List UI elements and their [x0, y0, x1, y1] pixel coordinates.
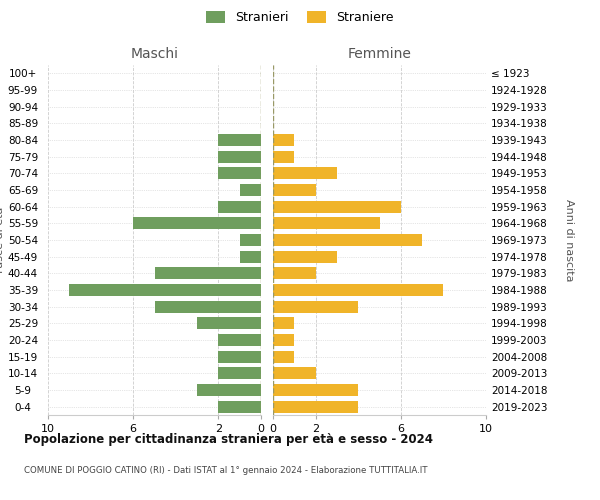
Title: Femmine: Femmine: [347, 47, 412, 61]
Bar: [273, 218, 380, 230]
Legend: Stranieri, Straniere: Stranieri, Straniere: [202, 6, 398, 29]
Text: COMUNE DI POGGIO CATINO (RI) - Dati ISTAT al 1° gennaio 2024 - Elaborazione TUTT: COMUNE DI POGGIO CATINO (RI) - Dati ISTA…: [24, 466, 427, 475]
Bar: [197, 384, 261, 396]
Bar: [197, 318, 261, 330]
Bar: [218, 134, 261, 146]
Bar: [273, 318, 295, 330]
Text: Popolazione per cittadinanza straniera per età e sesso - 2024: Popolazione per cittadinanza straniera p…: [24, 432, 433, 446]
Bar: [218, 334, 261, 346]
Bar: [240, 184, 261, 196]
Bar: [273, 268, 316, 280]
Bar: [273, 150, 295, 162]
Bar: [218, 350, 261, 362]
Bar: [69, 284, 261, 296]
Bar: [155, 300, 261, 312]
Bar: [273, 400, 358, 412]
Bar: [218, 150, 261, 162]
Bar: [218, 200, 261, 212]
Bar: [273, 134, 295, 146]
Y-axis label: Anni di nascita: Anni di nascita: [564, 198, 574, 281]
Bar: [273, 334, 295, 346]
Bar: [273, 234, 422, 246]
Bar: [218, 168, 261, 179]
Bar: [273, 368, 316, 380]
Bar: [218, 400, 261, 412]
Bar: [273, 384, 358, 396]
Bar: [273, 250, 337, 262]
Title: Maschi: Maschi: [131, 47, 179, 61]
Bar: [273, 200, 401, 212]
Bar: [240, 234, 261, 246]
Y-axis label: Fasce di età: Fasce di età: [0, 207, 5, 273]
Bar: [273, 184, 316, 196]
Bar: [273, 168, 337, 179]
Bar: [273, 300, 358, 312]
Bar: [273, 284, 443, 296]
Bar: [240, 250, 261, 262]
Bar: [218, 368, 261, 380]
Bar: [133, 218, 261, 230]
Bar: [273, 350, 295, 362]
Bar: [155, 268, 261, 280]
